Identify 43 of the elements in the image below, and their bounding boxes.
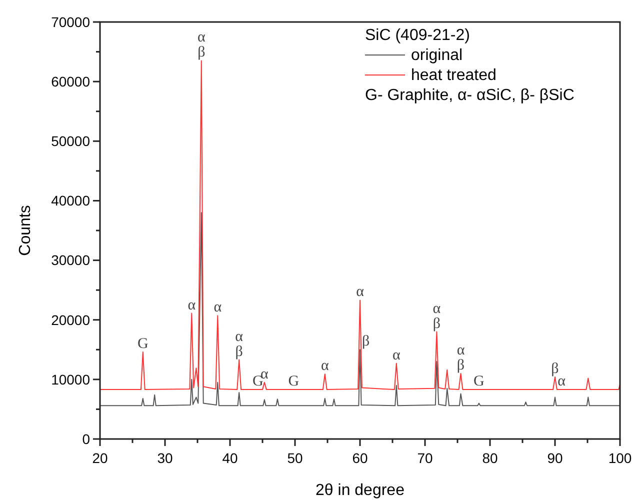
annotation: α — [188, 297, 196, 314]
y-axis-title: Counts — [17, 205, 34, 256]
legend-title: SiC (409-21-2) — [365, 27, 470, 44]
annotation: α — [456, 342, 465, 358]
annotation: α — [356, 284, 364, 300]
annotation: α — [197, 30, 206, 46]
annotation: α — [214, 300, 222, 316]
y-tick-label: 60000 — [51, 73, 90, 90]
x-tick-label: 80 — [482, 450, 498, 466]
legend-label: original — [411, 47, 463, 64]
annotation: β — [198, 44, 206, 61]
annotation: G- Graphite, α- αSiC, β- βSiC — [365, 87, 574, 104]
annotation: α — [235, 328, 244, 345]
annotation: G — [137, 336, 148, 352]
x-tick-label: 50 — [287, 450, 303, 466]
y-tick-label: 50000 — [51, 133, 90, 150]
y-tick-label: 40000 — [51, 192, 90, 209]
y-tick-label: 20000 — [51, 312, 90, 328]
x-tick-label: 90 — [547, 450, 563, 466]
y-tick-label: 10000 — [51, 371, 90, 388]
annotation: α — [432, 300, 441, 317]
annotation: β — [551, 361, 559, 378]
annotation: β — [362, 334, 370, 350]
line-series — [100, 212, 620, 406]
annotation: β — [456, 357, 465, 374]
y-tick-label: 70000 — [51, 14, 90, 30]
annotation: α — [392, 347, 400, 364]
annotation: β — [432, 316, 441, 332]
annotation: G — [474, 374, 485, 390]
x-tick-label: 60 — [352, 450, 368, 466]
annotation: G — [288, 374, 300, 390]
annotation: α — [320, 358, 329, 374]
y-tick-label: 0 — [82, 430, 90, 447]
annotation: α — [558, 374, 566, 390]
annotation: β — [235, 344, 243, 360]
x-tick-label: 40 — [222, 450, 238, 466]
legend-label: heat treated — [411, 67, 496, 84]
y-tick-label: 30000 — [51, 252, 90, 268]
x-tick-label: 20 — [92, 450, 108, 466]
x-tick-label: 100 — [608, 450, 632, 466]
x-axis-title: 2θ in degree — [316, 482, 405, 499]
x-tick-label: 70 — [417, 450, 433, 466]
x-tick-label: 30 — [157, 450, 173, 466]
